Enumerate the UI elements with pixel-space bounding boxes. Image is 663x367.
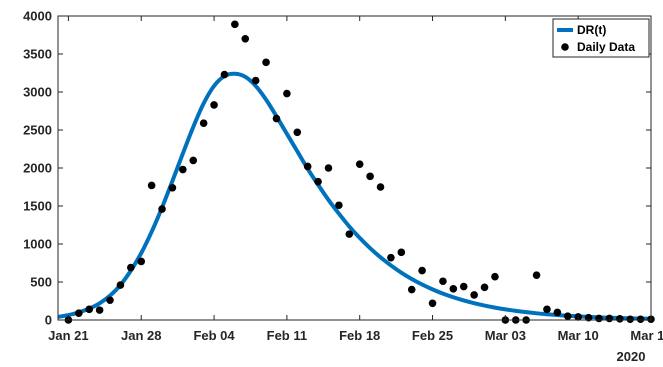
x-axis-year-label: 2020 <box>617 349 646 364</box>
data-point <box>179 165 187 174</box>
data-point <box>335 201 343 210</box>
data-point <box>106 296 114 305</box>
x-tick-label: Feb 25 <box>412 328 453 343</box>
data-point <box>283 89 291 98</box>
data-point <box>199 119 208 127</box>
data-point <box>262 58 270 67</box>
y-tick-label: 2500 <box>23 123 52 138</box>
data-point <box>418 266 426 275</box>
data-point <box>231 20 239 29</box>
data-point <box>272 114 281 123</box>
data-point <box>553 308 562 317</box>
y-tick-label: 3000 <box>23 85 52 100</box>
data-point <box>303 162 312 171</box>
data-point <box>345 230 354 238</box>
data-point <box>470 291 478 299</box>
legend-dot-swatch <box>561 43 569 51</box>
x-tick-label: Mar 03 <box>485 328 526 343</box>
plot-frame <box>57 15 652 321</box>
data-point <box>293 128 302 137</box>
x-tick-label: Feb 11 <box>267 328 307 343</box>
data-point <box>397 248 406 257</box>
x-ticks-layer: Jan 21 Jan 28 Feb 04 Feb 11 Feb 18 Feb 25 Mar … <box>48 16 663 343</box>
data-point <box>605 314 614 323</box>
data-point <box>324 164 333 172</box>
points-layer <box>64 20 655 324</box>
x-tick-label: Jan 28 <box>121 328 161 343</box>
x-tick-label: Mar 17 <box>630 328 663 343</box>
y-ticks-layer: 0 500 1000 1500 2000 2500 3000 3500 4000 <box>23 9 651 328</box>
curve-layer <box>57 71 652 321</box>
data-point <box>116 281 125 289</box>
data-point <box>387 253 395 262</box>
data-point <box>563 312 572 321</box>
data-point <box>459 282 468 291</box>
data-point <box>626 315 634 324</box>
data-point <box>168 183 177 192</box>
data-point <box>95 306 104 314</box>
x-tick-label: Mar 10 <box>558 328 599 343</box>
data-point <box>480 283 489 292</box>
y-tick-label: 3500 <box>23 47 52 62</box>
data-point <box>376 183 385 191</box>
y-tick-label: 0 <box>45 313 52 328</box>
legend-label-daily-data: Daily Data <box>577 40 635 54</box>
data-point <box>439 277 447 286</box>
y-tick-label: 2000 <box>23 161 52 176</box>
data-point <box>147 181 156 190</box>
legend-label-dr: DR(t) <box>577 23 606 37</box>
legend: DR(t) Daily Data <box>552 18 650 58</box>
x-tick-label: Feb 18 <box>339 328 380 343</box>
data-point <box>158 205 166 213</box>
y-tick-label: 500 <box>30 275 52 290</box>
legend-box <box>552 18 650 58</box>
data-point <box>615 315 624 323</box>
data-point <box>314 177 322 186</box>
y-tick-label: 1500 <box>23 199 52 214</box>
data-point <box>189 156 198 165</box>
data-point <box>595 314 603 323</box>
data-point <box>210 101 218 109</box>
data-point <box>366 172 374 181</box>
data-point <box>241 35 250 43</box>
data-point <box>543 305 551 314</box>
data-point <box>532 271 541 279</box>
data-point <box>137 257 146 266</box>
data-point <box>355 160 364 168</box>
data-point <box>491 272 499 281</box>
data-point <box>636 315 645 324</box>
series-line-dr <box>57 71 652 321</box>
data-point <box>428 299 437 308</box>
axes-layer <box>57 15 652 321</box>
data-point <box>127 263 135 272</box>
x-tick-label: Feb 04 <box>193 328 235 343</box>
data-point <box>220 70 229 79</box>
data-point <box>407 285 416 294</box>
data-point <box>449 285 458 293</box>
y-tick-label: 1000 <box>23 237 52 252</box>
data-point <box>75 309 83 317</box>
data-point <box>85 305 94 314</box>
y-tick-label: 4000 <box>23 9 52 24</box>
data-point <box>251 76 260 85</box>
x-tick-label: Jan 21 <box>48 328 88 343</box>
